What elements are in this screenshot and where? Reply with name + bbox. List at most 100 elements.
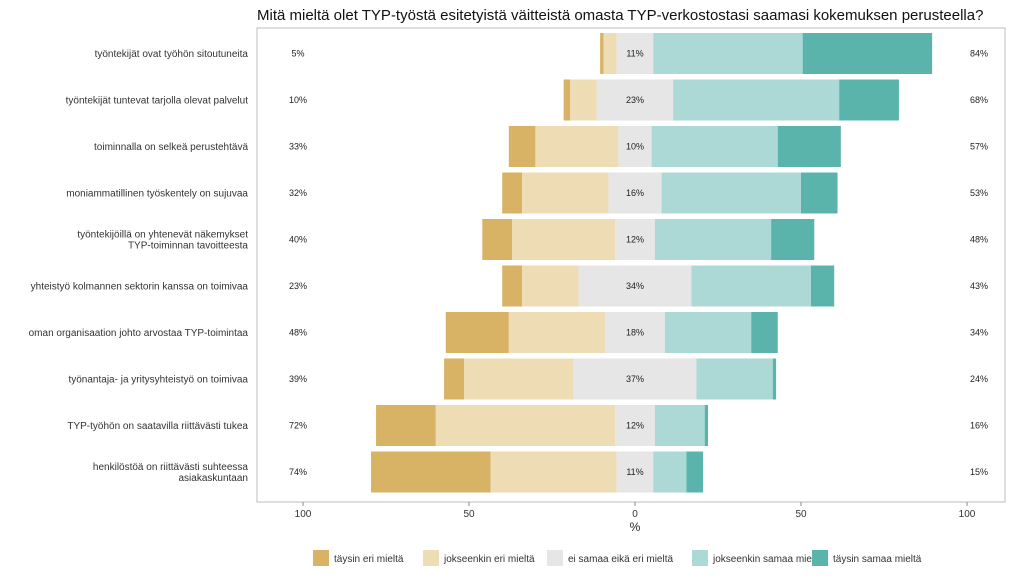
right-percent-label: 48%	[970, 235, 988, 245]
center-percent-label: 16%	[626, 188, 644, 198]
x-tick-label: 100	[959, 509, 976, 520]
bar-segment-3-row-6	[578, 265, 692, 307]
bar-segment-1-row-10	[371, 451, 491, 493]
category-label: työntekijät ovat työhön sitoutuneita	[95, 49, 249, 60]
bar-segment-3-row-4	[608, 172, 662, 214]
bar-segment-1-row-1	[600, 33, 604, 74]
category-label: henkilöstöä on riittävästi suhteessa asia…	[93, 462, 249, 484]
bar-segment-1-row-3	[508, 126, 536, 167]
center-percent-label: 11%	[626, 467, 643, 477]
x-axis: 100 50 0 50 100	[295, 502, 976, 520]
bar-segment-5-row-6	[810, 265, 835, 307]
bar-segment-2-row-6	[522, 265, 579, 307]
right-percent-label: 84%	[970, 49, 988, 59]
bar-segment-2-row-3	[535, 126, 619, 167]
bar-segment-5-row-4	[801, 172, 838, 214]
right-percent-label: 24%	[970, 374, 988, 384]
bar-segment-2-row-1	[603, 33, 617, 74]
bar-segment-1-row-9	[376, 405, 436, 446]
bar-segment-4-row-2	[673, 79, 840, 121]
legend-label: jokseenkin samaa mieltä	[712, 554, 823, 565]
left-percent-label: 74%	[289, 467, 307, 477]
bar-segment-5-row-9	[704, 405, 709, 446]
bar-segment-2-row-2	[570, 79, 597, 121]
bar-segment-5-row-7	[751, 312, 778, 353]
left-percent-label: 23%	[289, 281, 307, 291]
category-label: toiminnalla on selkeä perustehtävä	[94, 142, 248, 153]
bar-segment-3-row-8	[573, 358, 697, 400]
bar-segment-3-row-7	[605, 312, 665, 353]
center-percent-label: 34%	[626, 281, 644, 291]
bar-segment-4-row-4	[661, 172, 801, 214]
bar-segment-2-row-5	[512, 219, 616, 260]
chart-title: Mitä mieltä olet TYP-työstä esitetyistä …	[257, 7, 983, 24]
bars-group	[371, 33, 933, 493]
category-label: TYP-työhön on saatavilla riittävästi tuk…	[67, 421, 248, 432]
left-percent-label: 33%	[289, 142, 307, 152]
bar-segment-5-row-8	[772, 358, 777, 400]
right-percent-label: 43%	[970, 281, 988, 291]
bar-segment-4-row-9	[654, 405, 705, 446]
bar-segment-2-row-10	[490, 451, 617, 493]
center-percent-label: 10%	[626, 142, 644, 152]
plot-frame	[256, 27, 1006, 503]
x-tick-label: 0	[632, 509, 638, 520]
bar-segment-1-row-7	[445, 312, 509, 353]
labels-group: työntekijät ovat työhön sitoutuneita 5% 11…	[29, 49, 988, 485]
right-percent-label: 68%	[970, 95, 988, 105]
right-percent-label: 57%	[970, 142, 988, 152]
category-label: työnantaja- ja yritysyhteistyö on toimiv…	[68, 375, 248, 386]
bar-segment-4-row-8	[696, 358, 773, 400]
bar-segment-4-row-10	[653, 451, 687, 493]
bar-segment-4-row-3	[651, 126, 778, 167]
bar-segment-5-row-5	[771, 219, 815, 260]
category-label: työntekijöillä on yhtenevät näkemykset TY…	[77, 230, 248, 252]
x-axis-label: %	[630, 520, 641, 534]
left-percent-label: 5%	[291, 49, 304, 59]
center-percent-label: 11%	[626, 49, 643, 59]
bar-segment-1-row-4	[502, 172, 523, 214]
bar-segment-3-row-2	[596, 79, 674, 121]
bar-segment-1-row-6	[502, 265, 523, 307]
center-percent-label: 18%	[626, 328, 644, 338]
bar-segment-4-row-5	[654, 219, 772, 260]
bar-segment-2-row-7	[508, 312, 606, 353]
bar-segment-3-row-3	[618, 126, 652, 167]
legend-label: täysin eri mieltä	[334, 554, 404, 565]
center-percent-label: 37%	[626, 374, 644, 384]
bar-segment-4-row-1	[653, 33, 803, 74]
legend-label: ei samaa eikä eri mieltä	[568, 554, 673, 565]
bar-segment-1-row-2	[563, 79, 571, 121]
bar-segment-5-row-2	[839, 79, 899, 121]
bar-segment-3-row-1	[616, 33, 654, 74]
bar-segment-4-row-7	[664, 312, 752, 353]
bar-segment-2-row-8	[464, 358, 574, 400]
legend-swatch	[547, 550, 563, 566]
legend-label: täysin samaa mieltä	[833, 554, 922, 565]
category-label: oman organisaation johto arvostaa TYP-to…	[29, 328, 249, 339]
category-label: työntekijät tuntevat tarjolla olevat pal…	[66, 96, 249, 107]
bar-segment-3-row-10	[616, 451, 654, 493]
bar-segment-2-row-4	[522, 172, 609, 214]
bar-segment-3-row-5	[615, 219, 655, 260]
bar-segment-2-row-9	[435, 405, 616, 446]
center-percent-label: 12%	[626, 421, 644, 431]
center-percent-label: 23%	[626, 95, 644, 105]
right-percent-label: 16%	[970, 421, 988, 431]
legend-label: jokseenkin eri mieltä	[443, 554, 535, 565]
x-tick-label: 50	[463, 509, 475, 520]
left-percent-label: 39%	[289, 374, 307, 384]
bar-segment-3-row-9	[615, 405, 655, 446]
left-percent-label: 10%	[289, 95, 307, 105]
bar-segment-1-row-5	[482, 219, 513, 260]
x-tick-label: 50	[795, 509, 807, 520]
left-percent-label: 48%	[289, 328, 307, 338]
legend-swatch	[423, 550, 439, 566]
bar-segment-4-row-6	[691, 265, 811, 307]
category-label: yhteistyö kolmannen sektorin kanssa on t…	[31, 282, 249, 293]
left-percent-label: 32%	[289, 188, 307, 198]
legend-swatch	[812, 550, 828, 566]
left-percent-label: 72%	[289, 421, 307, 431]
legend-swatch	[692, 550, 708, 566]
